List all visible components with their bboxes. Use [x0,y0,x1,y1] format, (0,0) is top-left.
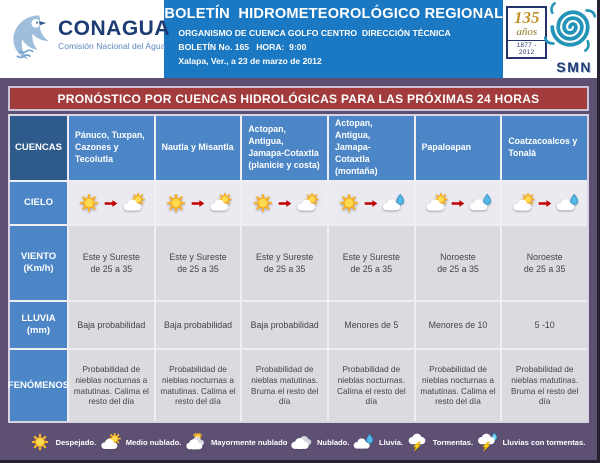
sun-icon [336,193,362,213]
conagua-eagle-icon [13,15,49,60]
legend-label: Tormentas. [432,437,474,447]
agency-tagline: Comisión Nacional del Agua [58,41,166,51]
forecast-table: CUENCAS Pánuco, Tuxpan, Cazones y Tecolut… [8,114,589,423]
phenomena-cell: Probabilidad de nieblas matutinas. Bruma… [502,350,587,421]
partly-cloudy-icon [423,193,449,213]
row-label-fenomenos: FENÓMENOS [8,350,69,421]
conagua-logo: CONAGUA Comisión Nacional del Agua [0,0,170,78]
legend-label: Lluvia. [379,437,404,447]
bulletin-title: BOLETÍN HIDROMETEOROLÓGICO REGIONAL [164,6,504,22]
sky-cell [155,182,241,224]
rain-storm-icon [475,432,499,452]
legend-item: Tormentas. [405,432,473,452]
phenomena-cell: Probabilidad de nieblas nocturnas a matu… [155,350,241,421]
partly-cloudy-icon [207,193,233,213]
sun-icon [250,193,276,213]
wind-cell: Este y Sureste de 25 a 35 [328,226,414,300]
rain-cell: Baja probabilidad [155,302,241,348]
row-label-cuencas: CUENCAS [10,116,67,180]
sky-cell [502,182,587,224]
basin-header: Papaloapan [415,116,501,180]
sun-icon [28,433,52,451]
rain-cell: Baja probabilidad [242,302,327,348]
legend-label: Medio nublado. [125,437,182,447]
rain-cell: Menores de 5 [328,302,414,348]
phenomena-cell: Probabilidad de nieblas nocturnas a matu… [69,350,154,421]
legend-label: Lluvias con tormentas. [502,437,586,447]
org-line: ORGANISMO DE CUENCA GOLFO CENTRO DIRECCI… [178,28,451,38]
rain-icon [554,193,580,213]
bulletin-number-line: BOLETÍN No. 165 HORA: 9:00 [178,42,307,52]
agency-name: CONAGUA [58,17,170,40]
rain-cell: Baja probabilidad [69,302,154,348]
smn-label: SMN [556,59,592,75]
basin-header: Coatzacoalcos y Tonalá [502,116,587,180]
row-label-cielo: CIELO [10,182,67,224]
sky-cell [242,182,327,224]
partly-cloudy-icon [510,193,536,213]
phenomena-cell: Probabilidad de nieblas nocturnas a matu… [415,350,501,421]
wind-cell: Noroeste de 25 a 35 [415,226,501,300]
header-center: BOLETÍN HIDROMETEOROLÓGICO REGIONAL ORGA… [164,0,504,78]
date-line: Xalapa, Ver., a 23 de marzo de 2012 [178,56,322,66]
partly-cloudy-icon [294,193,320,213]
arrow-right-icon [364,199,378,208]
row-label-viento: VIENTO (Km/h) [10,226,67,300]
legend-label: Despejado. [55,437,97,447]
legend-item: Mayormente nublado [183,433,287,451]
rain-icon [380,193,406,213]
mostly-cloudy-icon [183,433,207,451]
basin-header: Actopan, Antigua, Jamapa- Cotaxtla (mont… [328,116,414,180]
rain-cell: 5 -10 [502,302,587,348]
row-label-lluvia: LLUVIA (mm) [10,302,67,348]
basin-header: Pánuco, Tuxpan, Cazones y Tecolutla [69,116,154,180]
legend-item: Lluvias con tormentas. [475,432,586,452]
arrow-right-icon [191,199,205,208]
anniversary-number: 135 [513,8,540,27]
anniversary-years: 1877 - 2012 [508,40,546,57]
header: CONAGUA Comisión Nacional del Agua BOLET… [0,0,597,78]
rain-icon [467,193,493,213]
wind-cell: Este y Sureste de 25 a 35 [69,226,154,300]
sun-icon [163,193,189,213]
phenomena-cell: Probabilidad de nieblas nocturnas. Calim… [328,350,414,421]
arrow-right-icon [104,199,118,208]
arrow-right-icon [538,199,552,208]
forecast-title: PRONÓSTICO POR CUENCAS HIDROLÓGICAS PARA… [8,86,589,111]
wind-cell: Noroeste de 25 a 35 [502,226,587,300]
legend: Despejado. Medio nublado. Mayormente nubla… [0,423,597,463]
storm-icon [405,432,429,452]
partly-cloudy-icon [98,433,122,451]
sun-icon [76,193,102,213]
rain-cell: Menores de 10 [415,302,501,348]
sky-cell [415,182,501,224]
legend-item: Medio nublado. [98,433,182,451]
cloudy-icon [289,433,313,451]
rain-icon [351,433,375,451]
legend-item: Despejado. [28,433,97,451]
partly-cloudy-icon [120,193,146,213]
legend-label: Mayormente nublado [210,437,288,447]
header-right-logos: 135 años 1877 - 2012 SMN [503,0,597,78]
legend-label: Nublado. [316,437,350,447]
agency-text: CONAGUA Comisión Nacional del Agua [58,18,170,51]
legend-item: Lluvia. [351,433,403,451]
wind-cell: Este y Sureste de 25 a 35 [242,226,327,300]
anniversary-badge: 135 años 1877 - 2012 [506,6,548,60]
basin-header: Actopan, Antigua, Jamapa-Cotaxtla (plani… [242,116,327,180]
arrow-right-icon [451,199,465,208]
wind-cell: Este y Sureste de 25 a 35 [155,226,241,300]
legend-item: Nublado. [289,433,349,451]
phenomena-cell: Probabilidad de nieblas matutinas. Bruma… [242,350,327,421]
smn-spiral-icon [544,2,596,52]
sky-cell [328,182,414,224]
sky-cell [69,182,154,224]
anniversary-word: años [516,26,538,38]
basin-header: Nautla y Misantla [155,116,241,180]
arrow-right-icon [278,199,292,208]
